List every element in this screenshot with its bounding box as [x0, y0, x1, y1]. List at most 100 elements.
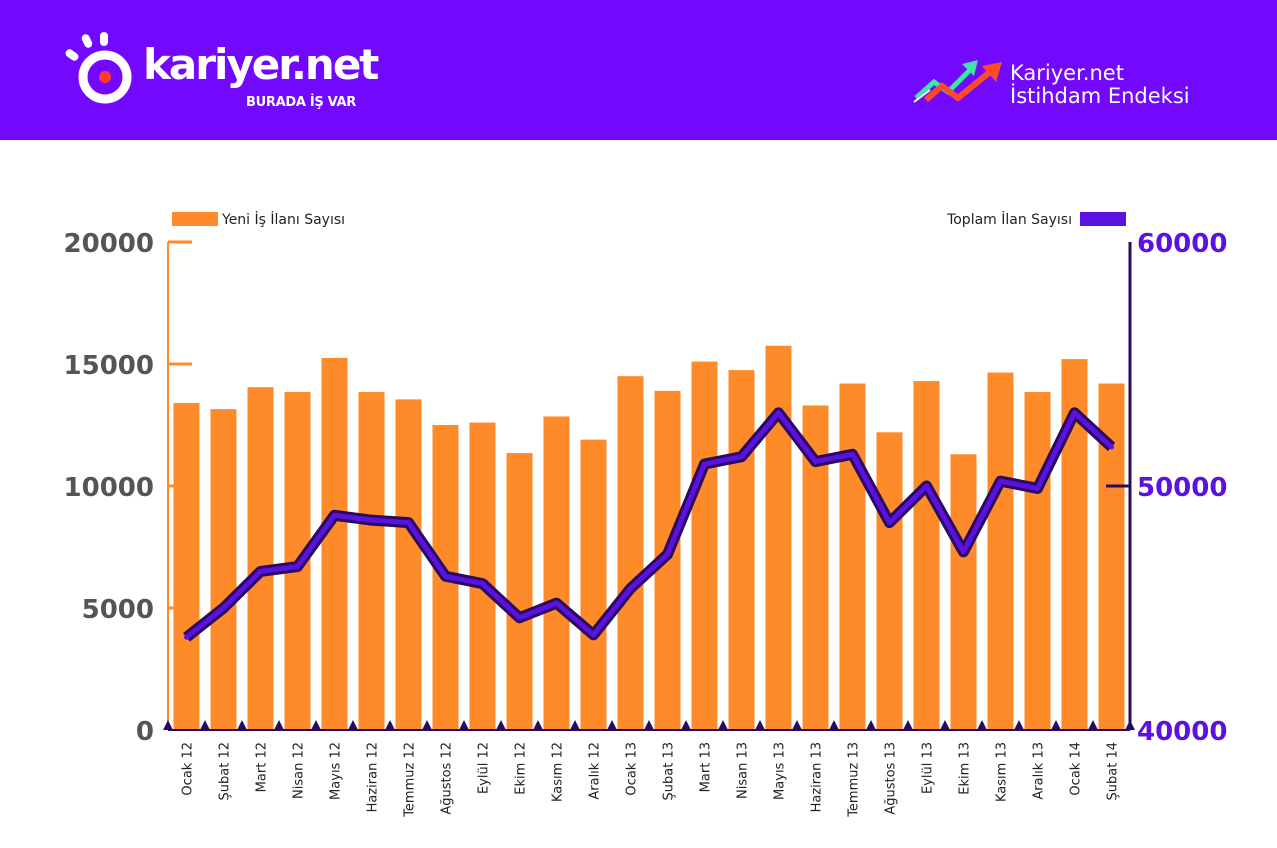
line-point-7: [406, 520, 411, 526]
x-axis-tick-mark: [200, 720, 210, 730]
bar-21: [913, 381, 940, 730]
left-tick-label: 0: [136, 717, 154, 747]
line-point-4: [295, 564, 300, 570]
line-point-8: [443, 573, 448, 579]
bar-13: [617, 376, 644, 730]
bar-20: [876, 432, 903, 730]
left-tick-label: 10000: [64, 473, 154, 503]
x-axis-tick-mark: [422, 720, 432, 730]
line-point-12: [591, 632, 596, 638]
x-tick-label: Mart 13: [699, 742, 714, 792]
x-axis-tick-mark: [792, 720, 802, 730]
x-tick-label: Eylül 13: [921, 742, 936, 794]
x-axis-tick-mark: [533, 720, 543, 730]
x-tick-label: Ocak 14: [1069, 742, 1084, 796]
header-banner: kariyer.net BURADA İŞ VAR Kariyer.net İs…: [0, 0, 1277, 140]
bar-22: [950, 454, 977, 730]
x-axis-tick-mark: [459, 720, 469, 730]
line-point-24: [1035, 485, 1040, 491]
legend-line-swatch: [1080, 212, 1126, 226]
x-tick-label: Aralık 12: [588, 742, 603, 800]
x-axis-tick-mark: [274, 720, 284, 730]
left-tick-label: 5000: [82, 595, 154, 625]
right-tick-label: 50000: [1137, 473, 1227, 503]
bar-3: [247, 387, 274, 730]
legend-bar-label: Yeni İş İlanı Sayısı: [221, 210, 345, 228]
line-point-25: [1072, 410, 1077, 416]
x-axis-tick-mark: [163, 720, 173, 730]
x-axis-tick-mark: [977, 720, 987, 730]
x-tick-label: Şubat 12: [218, 742, 233, 800]
line-point-17: [776, 410, 781, 416]
bar-5: [321, 357, 348, 730]
index-title-line1: Kariyer.net: [1010, 61, 1124, 85]
line-point-6: [369, 517, 374, 523]
x-tick-label: Ocak 12: [181, 742, 196, 796]
x-tick-label: Kasım 12: [551, 742, 566, 802]
x-axis-tick-mark: [1014, 720, 1024, 730]
line-point-2: [221, 605, 226, 611]
line-point-21: [924, 483, 929, 489]
line-point-1: [184, 634, 189, 640]
bar-7: [395, 399, 422, 730]
x-tick-label: Haziran 12: [366, 742, 381, 812]
x-axis-tick-mark: [755, 720, 765, 730]
x-axis-tick-mark: [829, 720, 839, 730]
right-tick-label: 60000: [1137, 229, 1227, 259]
legend-line-label: Toplam İlan Sayısı: [946, 210, 1072, 228]
line-point-26: [1109, 444, 1114, 450]
x-tick-label: Kasım 13: [995, 742, 1010, 802]
bar-6: [358, 392, 385, 730]
x-axis-tick-mark: [1051, 720, 1061, 730]
line-point-11: [554, 600, 559, 606]
x-tick-label: Haziran 13: [810, 742, 825, 812]
bar-19: [839, 383, 866, 730]
line-point-3: [258, 568, 263, 574]
x-tick-label: Mart 12: [255, 742, 270, 792]
x-axis-tick-mark: [385, 720, 395, 730]
line-point-19: [850, 451, 855, 457]
x-axis-tick-mark: [311, 720, 321, 730]
x-tick-label: Ağustos 12: [440, 742, 455, 815]
bar-15: [691, 361, 718, 730]
line-point-18: [813, 459, 818, 465]
x-tick-label: Şubat 14: [1106, 742, 1121, 800]
index-title-line2: İstihdam Endeksi: [1010, 84, 1190, 108]
right-tick-label: 40000: [1137, 717, 1227, 747]
x-tick-label: Mayıs 12: [329, 742, 344, 800]
x-axis-tick-mark: [607, 720, 617, 730]
brand-tagline: BURADA İŞ VAR: [246, 95, 356, 110]
x-axis-tick-mark: [496, 720, 506, 730]
line-point-23: [998, 478, 1003, 484]
line-point-15: [702, 461, 707, 467]
line-point-14: [665, 551, 670, 557]
bar-12: [580, 439, 607, 730]
legend-bar-swatch: [172, 212, 218, 226]
x-axis-tick-mark: [570, 720, 580, 730]
bar-17: [765, 345, 792, 730]
bar-2: [210, 409, 237, 730]
left-tick-label: 20000: [64, 229, 154, 259]
index-title: Kariyer.net İstihdam Endeksi: [1010, 62, 1190, 108]
x-tick-label: Şubat 13: [662, 742, 677, 800]
left-tick-label: 15000: [64, 351, 154, 381]
trend-arrows-icon: [913, 60, 1002, 103]
x-axis-tick-mark: [681, 720, 691, 730]
bar-10: [506, 453, 533, 730]
x-axis-tick-mark: [903, 720, 913, 730]
bar-24: [1024, 392, 1051, 730]
x-axis-tick-mark: [1088, 720, 1098, 730]
x-axis-tick-mark: [866, 720, 876, 730]
line-series-toplam-ilan: [184, 410, 1114, 640]
brand-name: kariyer.net: [143, 40, 379, 89]
line-point-10: [517, 615, 522, 621]
line-point-22: [961, 549, 966, 555]
bar-23: [987, 372, 1014, 730]
x-axis-tick-mark: [644, 720, 654, 730]
bar-1: [173, 403, 200, 730]
x-axis-tick-mark: [237, 720, 247, 730]
x-tick-label: Ocak 13: [625, 742, 640, 796]
line-point-13: [628, 585, 633, 591]
line-point-9: [480, 581, 485, 587]
